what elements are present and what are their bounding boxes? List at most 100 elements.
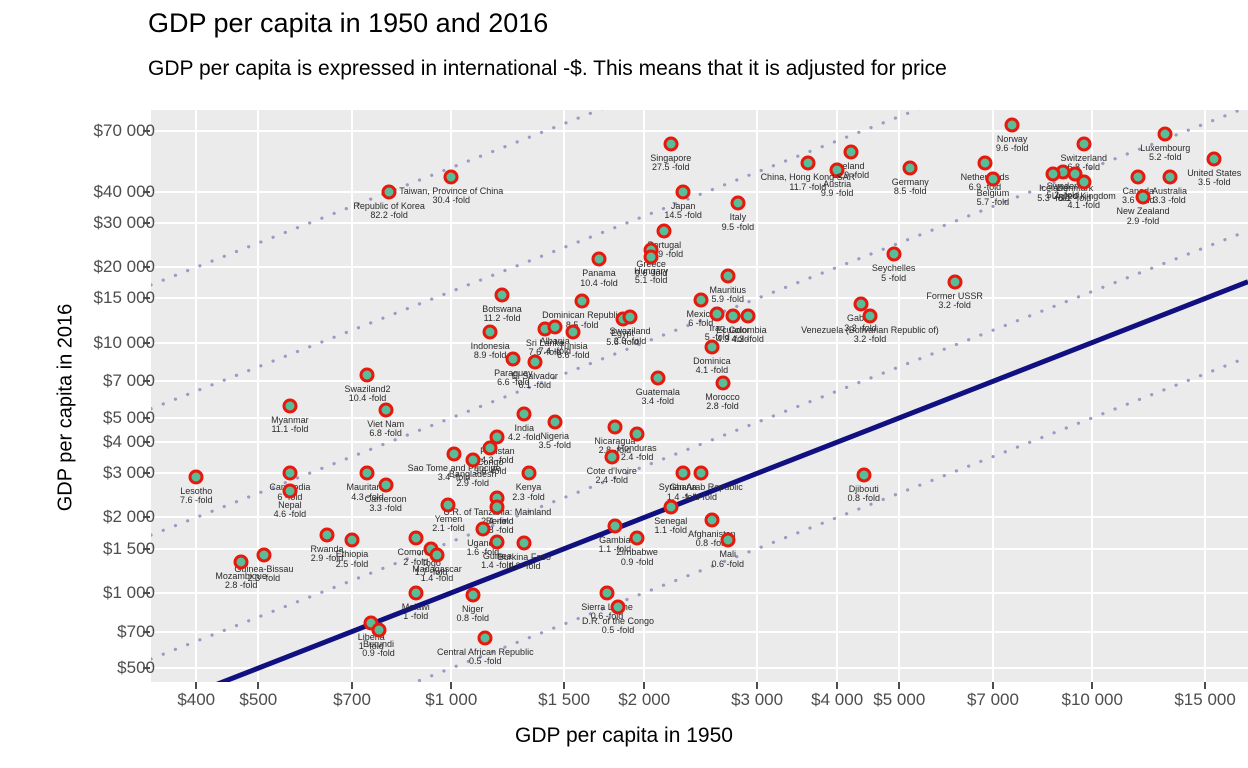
data-point-marker[interactable] — [985, 171, 1001, 187]
data-point-marker[interactable] — [1076, 136, 1092, 152]
data-point-marker[interactable] — [465, 452, 481, 468]
data-point-marker[interactable] — [656, 223, 672, 239]
data-point-marker[interactable] — [704, 339, 720, 355]
data-point-marker[interactable] — [1076, 174, 1092, 190]
data-point-marker[interactable] — [381, 184, 397, 200]
gridline-vertical — [257, 110, 260, 682]
data-point-marker[interactable] — [516, 535, 532, 551]
data-point-marker[interactable] — [482, 440, 498, 456]
x-axis-tick-label: $1 500 — [538, 690, 591, 709]
data-point-marker[interactable] — [629, 530, 645, 546]
data-point-marker[interactable] — [693, 292, 709, 308]
data-point-marker[interactable] — [862, 308, 878, 324]
data-point-marker[interactable] — [521, 465, 537, 481]
data-point-marker[interactable] — [610, 599, 626, 615]
data-point-marker[interactable] — [902, 160, 918, 176]
data-point-marker[interactable] — [720, 268, 736, 284]
data-point-marker[interactable] — [720, 532, 736, 548]
data-point-marker[interactable] — [663, 136, 679, 152]
plot-panel[interactable]: Singapore 27.5 -fold Norway 9.6 -fold Luxemb… — [151, 110, 1248, 682]
data-point-marker[interactable] — [565, 324, 581, 340]
data-point-marker[interactable] — [629, 426, 645, 442]
data-point-marker[interactable] — [1045, 166, 1061, 182]
data-point-marker[interactable] — [465, 587, 481, 603]
data-point-marker[interactable] — [574, 293, 590, 309]
data-point-marker[interactable] — [1206, 151, 1222, 167]
data-point-marker[interactable] — [1157, 126, 1173, 142]
x-axis-tick-mark — [836, 682, 839, 689]
data-point-marker[interactable] — [853, 296, 869, 312]
x-axis-tick-mark — [563, 682, 566, 689]
data-point-marker[interactable] — [547, 414, 563, 430]
data-point-marker[interactable] — [547, 319, 563, 335]
y-axis-tick-mark — [143, 190, 150, 193]
data-point-marker[interactable] — [599, 585, 615, 601]
data-point-marker[interactable] — [1135, 189, 1151, 205]
data-point-marker[interactable] — [604, 449, 620, 465]
data-point-marker[interactable] — [843, 144, 859, 160]
gridline-horizontal — [151, 341, 1248, 344]
data-point-marker[interactable] — [282, 398, 298, 414]
data-point-marker[interactable] — [947, 274, 963, 290]
data-point-marker[interactable] — [607, 518, 623, 534]
data-point-marker[interactable] — [378, 402, 394, 418]
data-point-marker[interactable] — [188, 469, 204, 485]
x-axis-tick-label: $700 — [333, 690, 371, 709]
data-point-marker[interactable] — [489, 499, 505, 515]
data-point-marker[interactable] — [477, 630, 493, 646]
data-point-marker[interactable] — [429, 547, 445, 563]
data-point-marker[interactable] — [344, 532, 360, 548]
data-point-marker[interactable] — [1130, 169, 1146, 185]
data-point-marker[interactable] — [505, 351, 521, 367]
data-point-marker[interactable] — [1162, 169, 1177, 185]
x-axis-tick-label: $15 000 — [1174, 690, 1236, 709]
data-point-marker[interactable] — [494, 287, 510, 303]
data-point-marker[interactable] — [233, 554, 249, 570]
data-point-marker[interactable] — [675, 184, 691, 200]
data-point-marker[interactable] — [650, 370, 666, 386]
data-point-marker[interactable] — [282, 465, 298, 481]
data-point-marker[interactable] — [446, 446, 462, 462]
y-axis-tick-label: $5 000 — [103, 407, 155, 427]
data-point-marker[interactable] — [704, 512, 720, 528]
gridline-vertical — [836, 110, 839, 682]
data-point-marker[interactable] — [371, 622, 387, 638]
data-point-marker[interactable] — [1004, 117, 1020, 133]
data-point-marker[interactable] — [440, 497, 456, 513]
data-point-marker[interactable] — [715, 375, 731, 391]
data-point-marker[interactable] — [886, 246, 902, 262]
data-point-marker[interactable] — [800, 155, 816, 171]
data-point-marker[interactable] — [408, 530, 424, 546]
data-point-marker[interactable] — [282, 483, 298, 499]
data-point-marker[interactable] — [475, 521, 491, 537]
gridline-horizontal — [151, 416, 1248, 419]
data-point-marker[interactable] — [622, 309, 638, 325]
data-point-marker[interactable] — [856, 467, 872, 483]
data-point-marker[interactable] — [829, 162, 845, 178]
data-point-marker[interactable] — [591, 251, 607, 267]
data-point-marker[interactable] — [693, 465, 709, 481]
data-point-marker[interactable] — [607, 419, 623, 435]
data-point-marker[interactable] — [378, 477, 394, 493]
data-point-marker[interactable] — [977, 155, 993, 171]
data-point-marker[interactable] — [675, 465, 691, 481]
x-axis-tick-mark — [257, 682, 260, 689]
x-axis-tick-mark — [351, 682, 353, 689]
data-point-marker[interactable] — [730, 195, 746, 211]
data-point-marker[interactable] — [408, 585, 424, 601]
data-point-marker[interactable] — [663, 499, 679, 515]
data-point-marker[interactable] — [740, 308, 756, 324]
data-point-marker[interactable] — [725, 308, 741, 324]
data-point-marker[interactable] — [482, 324, 498, 340]
data-point-marker[interactable] — [489, 534, 505, 550]
data-point-marker[interactable] — [359, 465, 375, 481]
data-point-marker[interactable] — [527, 354, 543, 369]
data-point-marker[interactable] — [516, 406, 532, 422]
gridline-horizontal — [151, 222, 1248, 225]
data-point-marker[interactable] — [443, 169, 459, 185]
data-point-marker[interactable] — [319, 527, 335, 543]
data-point-marker[interactable] — [359, 367, 375, 383]
data-point-marker[interactable] — [709, 306, 725, 322]
data-point-marker[interactable] — [643, 249, 659, 265]
data-point-marker[interactable] — [256, 547, 272, 563]
